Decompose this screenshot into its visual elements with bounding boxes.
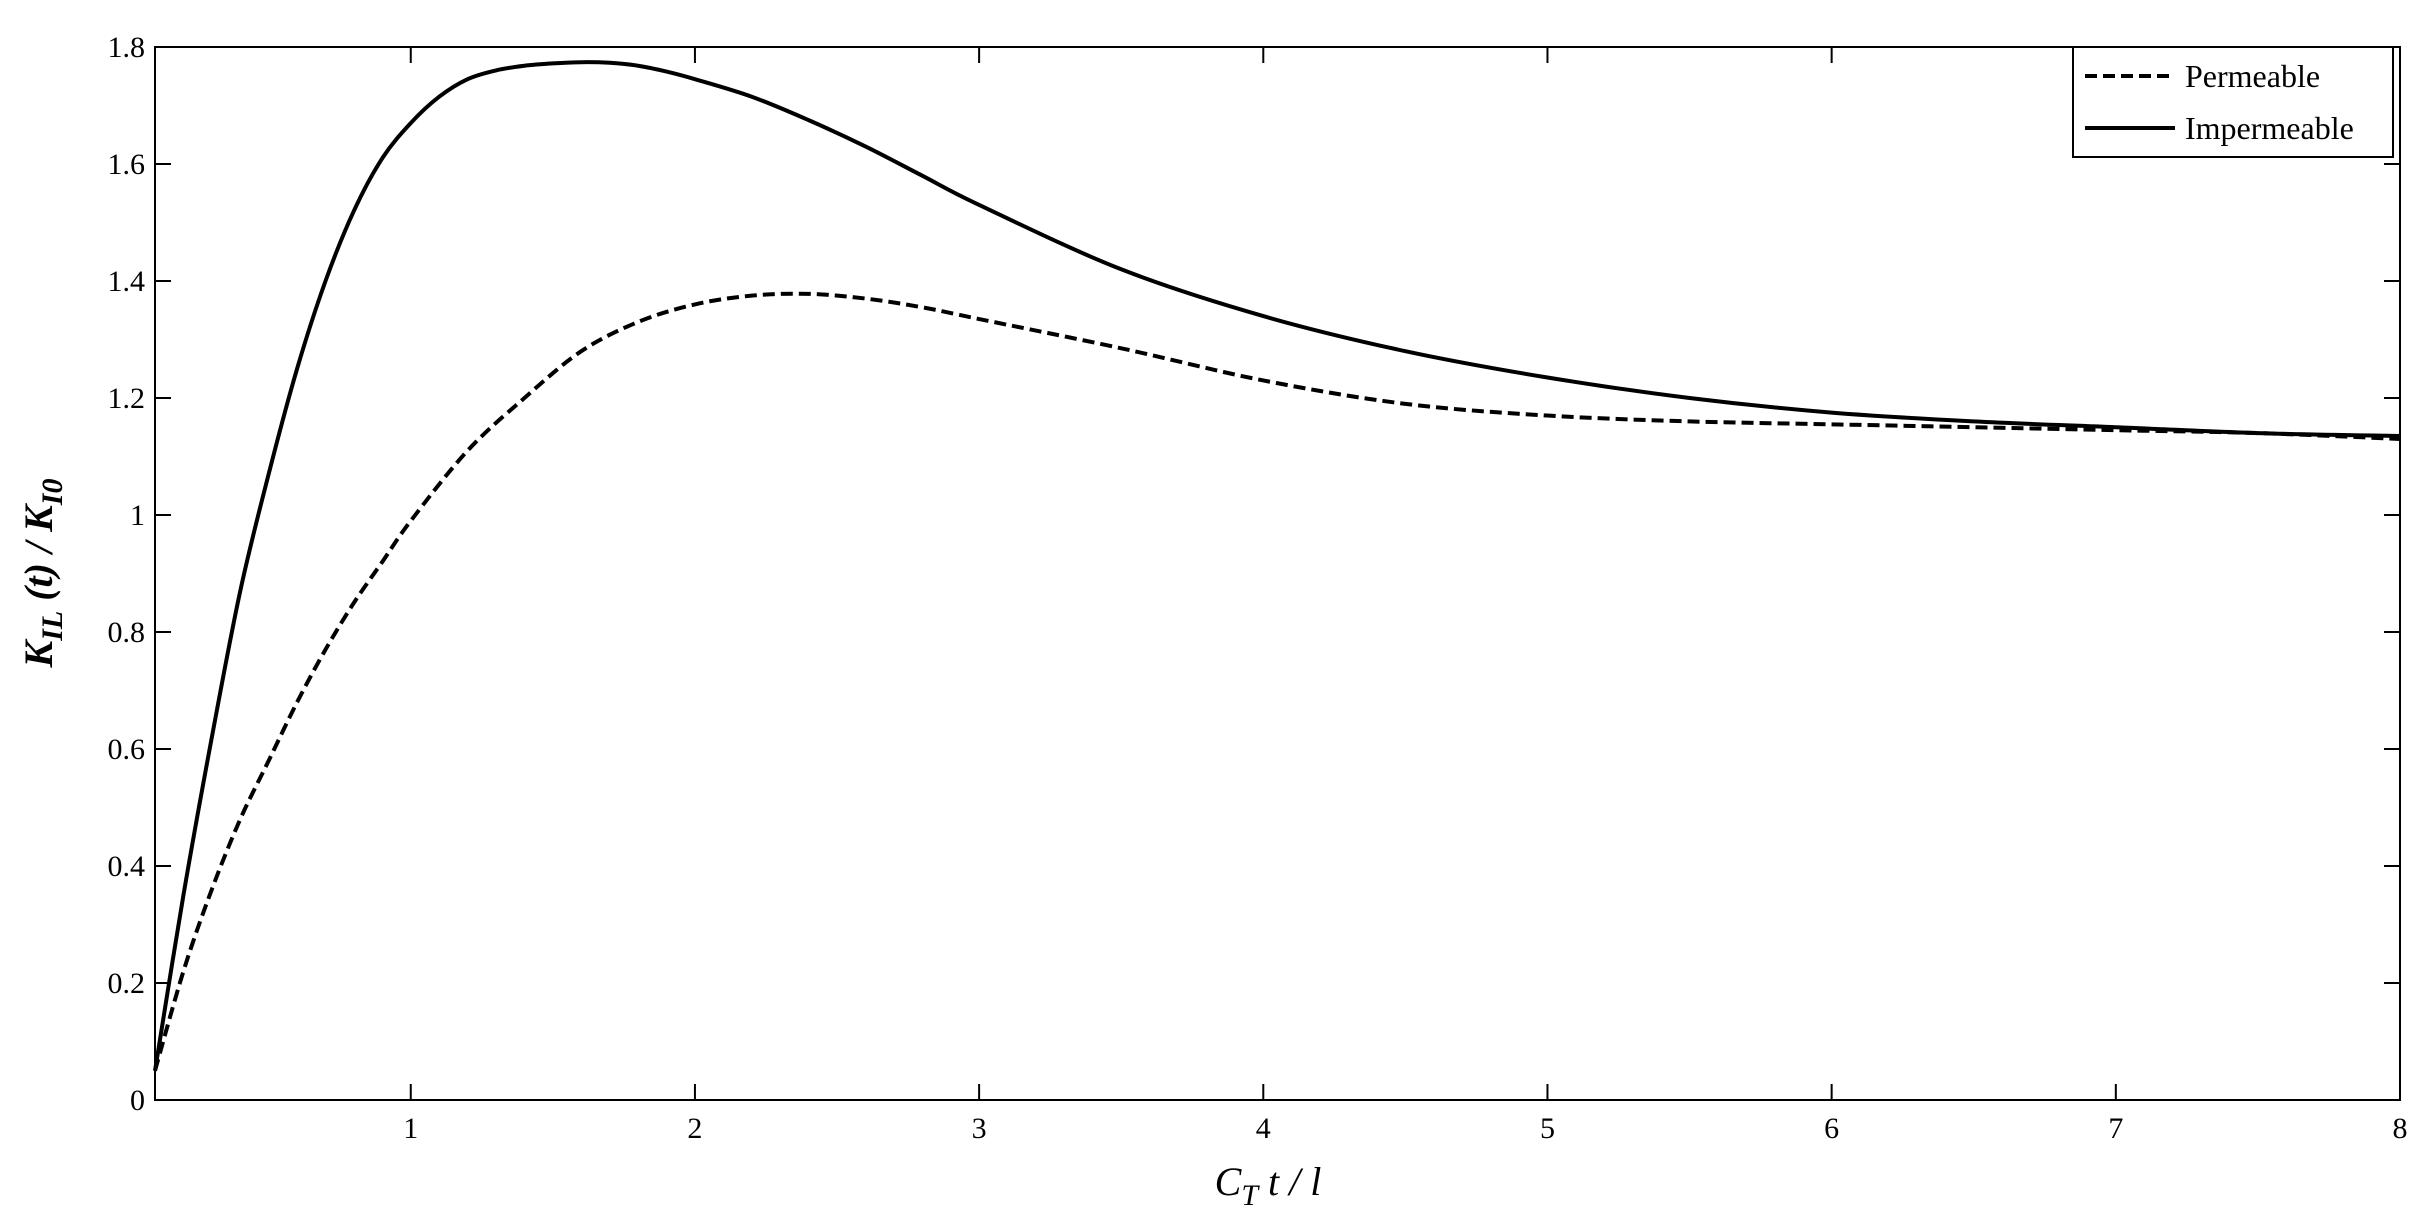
y-tick-label: 1.6 (108, 148, 146, 181)
x-tick-label: 2 (687, 1112, 702, 1145)
y-tick-label: 1.8 (108, 31, 146, 64)
legend: Permeable Impermeable (2072, 46, 2394, 158)
y-axis-label-main: K (16, 638, 61, 668)
plot-frame (154, 46, 2401, 1101)
x-tick-label: 3 (972, 1112, 987, 1145)
y-tick-label: 0.8 (108, 616, 146, 649)
x-axis-label-main: C (1215, 1159, 1243, 1204)
x-tick-label: 6 (1824, 1112, 1839, 1145)
y-tick-label: 1.4 (108, 265, 146, 298)
y-tick-label: 0 (130, 1084, 145, 1117)
x-axis-label-rest: t / l (1258, 1159, 1321, 1204)
legend-box (2072, 46, 2394, 158)
legend-label-permeable: Permeable (2185, 58, 2320, 94)
y-tick-label: 1.2 (108, 382, 146, 415)
series-line-permeable (153, 291, 2401, 1072)
y-axis-label-mid: (t) / K (16, 503, 61, 611)
y-tick-label: 0.2 (108, 967, 146, 1000)
x-tick-label: 5 (1540, 1112, 1555, 1145)
y-axis-label-sub1: IL (36, 611, 69, 642)
y-tick-label: 1 (130, 499, 145, 532)
series-line-impermeable (153, 60, 2401, 1072)
y-axis-label-sub2: I0 (36, 479, 69, 507)
x-axis-label: CT t / l (1215, 1159, 1322, 1212)
y-axis-label: KIL (t) / KI0 (16, 479, 69, 669)
x-tick-label: 4 (1256, 1112, 1271, 1145)
x-tick-label: 7 (2108, 1112, 2123, 1145)
x-tick-label: 8 (2393, 1112, 2408, 1145)
y-tick-label: 0.6 (108, 733, 146, 766)
ticks-group: 1 2 3 4 5 6 7 8 0 0.2 0.4 0.6 0.8 1 1.2 1.4 1.6 1.8 (108, 31, 2408, 1145)
y-tick-label: 0.4 (108, 850, 146, 883)
series-group (153, 60, 2401, 1072)
x-tick-label: 1 (403, 1112, 418, 1145)
x-axis-label-sub: T (1241, 1179, 1260, 1212)
legend-label-impermeable: Impermeable (2185, 110, 2354, 146)
